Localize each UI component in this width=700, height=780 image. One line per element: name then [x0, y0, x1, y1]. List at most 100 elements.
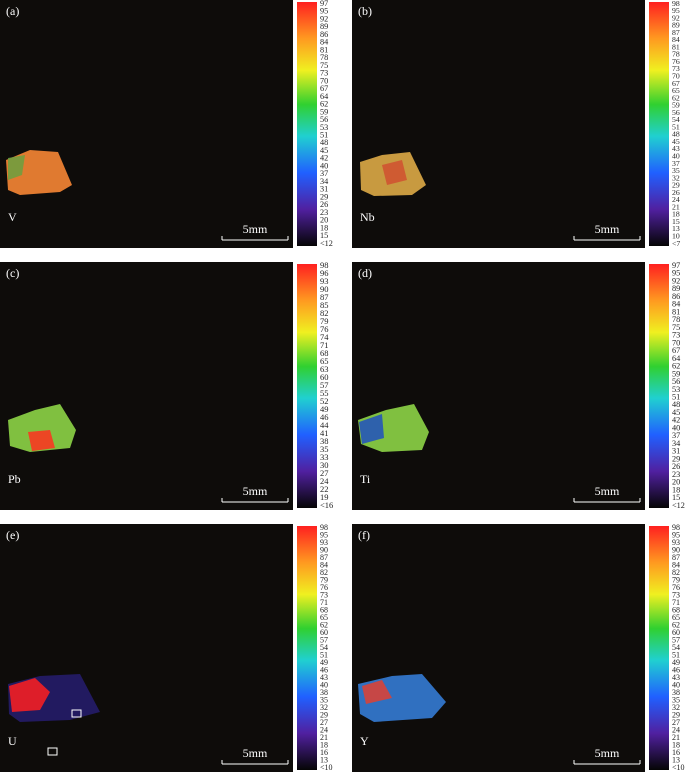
- colorbar: [297, 2, 317, 246]
- colorbar-label: 43: [672, 673, 680, 682]
- colorbar-label: 32: [672, 703, 680, 712]
- colorbar-label: 19: [320, 492, 329, 502]
- colorbar-label: <10: [672, 763, 685, 772]
- panel: (b) Nb 5mm 98959289878481787673706765625956…: [352, 0, 680, 248]
- map-background: [0, 0, 293, 248]
- scale-bar-label: 5mm: [595, 484, 620, 498]
- colorbar: [297, 264, 317, 508]
- colorbar-label: 54: [672, 115, 680, 124]
- colorbar-label: 65: [672, 613, 680, 622]
- colorbar-label: 18: [320, 740, 328, 749]
- colorbar-label: 40: [672, 423, 680, 432]
- colorbar-label: 92: [320, 14, 328, 23]
- colorbar-label: 82: [672, 568, 680, 577]
- colorbar-label: 24: [672, 725, 680, 734]
- colorbar-label: 29: [320, 192, 328, 201]
- scale-bar-label: 5mm: [595, 746, 620, 760]
- colorbar-label: 51: [320, 650, 328, 659]
- colorbar-label: 29: [672, 710, 680, 719]
- colorbar-label: 38: [320, 436, 329, 446]
- colorbar-label: 21: [672, 202, 680, 211]
- colorbar-label: 95: [320, 530, 328, 539]
- colorbar-label: 48: [672, 400, 680, 409]
- colorbar-label: 22: [320, 484, 329, 494]
- sample-region: [9, 678, 50, 712]
- colorbar-label: 89: [320, 22, 328, 31]
- colorbar-label: 46: [320, 665, 328, 674]
- colorbar-label: 65: [320, 613, 328, 622]
- colorbar-label: 87: [320, 553, 328, 562]
- colorbar-label: 93: [320, 276, 329, 286]
- colorbar-label: 35: [672, 166, 680, 175]
- colorbar-label: 87: [672, 553, 680, 562]
- colorbar-label: 73: [320, 590, 328, 599]
- colorbar-label: <7: [672, 239, 680, 248]
- colorbar-label: 95: [672, 269, 680, 278]
- colorbar-label: 81: [672, 42, 680, 51]
- colorbar-label: 65: [320, 356, 329, 366]
- colorbar-label: 79: [672, 575, 680, 584]
- colorbar-label: 84: [672, 560, 680, 569]
- colorbar-label: 70: [672, 72, 680, 81]
- scale-bar-label: 5mm: [243, 484, 268, 498]
- colorbar-label: 89: [672, 284, 680, 293]
- colorbar-label: 52: [320, 396, 329, 406]
- colorbar-label: 27: [672, 718, 680, 727]
- colorbar: [649, 2, 669, 246]
- colorbar-label: 24: [320, 476, 329, 486]
- colorbar: [649, 264, 669, 508]
- colorbar-label: 23: [672, 470, 680, 479]
- colorbar-label: 31: [672, 447, 680, 456]
- colorbar-label: 15: [320, 231, 328, 240]
- colorbar-label: 68: [672, 605, 680, 614]
- colorbar-label: 59: [672, 101, 680, 110]
- colorbar-label: 13: [320, 755, 328, 764]
- panel-label: (e): [6, 528, 19, 542]
- sample-region: [28, 430, 55, 451]
- colorbar-label: 13: [672, 755, 680, 764]
- colorbar-label: 55: [320, 388, 329, 398]
- colorbar-label: 26: [320, 200, 328, 209]
- colorbar-label: 78: [672, 50, 680, 59]
- colorbar-label: 62: [672, 93, 680, 102]
- colorbar-label: 18: [672, 740, 680, 749]
- colorbar-label: 87: [320, 292, 329, 302]
- map-background: [352, 524, 645, 772]
- colorbar-label: 75: [672, 323, 680, 332]
- colorbar-label: 15: [672, 493, 680, 502]
- colorbar-label: 79: [320, 575, 328, 584]
- colorbar-label: 45: [672, 408, 680, 417]
- colorbar-label: 33: [320, 452, 329, 462]
- colorbar-label: 49: [672, 658, 680, 667]
- colorbar-label: 54: [672, 643, 680, 652]
- colorbar-label: 93: [320, 538, 328, 547]
- colorbar-label: 27: [320, 468, 329, 478]
- colorbar-label: 42: [320, 154, 328, 163]
- colorbar-label: 34: [672, 439, 680, 448]
- colorbar-label: 85: [320, 300, 329, 310]
- element-label: Y: [360, 734, 369, 748]
- colorbar-label: 56: [672, 377, 680, 386]
- colorbar-label: 48: [320, 138, 328, 147]
- colorbar-label: 63: [320, 364, 329, 374]
- colorbar-label: 90: [320, 284, 329, 294]
- colorbar-label: 34: [320, 177, 328, 186]
- colorbar-label: 32: [672, 173, 680, 182]
- colorbar-label: 30: [320, 460, 329, 470]
- colorbar-label: 95: [320, 7, 328, 16]
- sample-region: [362, 680, 392, 704]
- colorbar-label: 64: [320, 92, 328, 101]
- colorbar-label: 67: [672, 79, 680, 88]
- colorbar-label: 46: [672, 665, 680, 674]
- colorbar-label: 49: [320, 658, 328, 667]
- colorbar: [297, 526, 317, 770]
- colorbar-label: 51: [320, 131, 328, 140]
- colorbar-label: 76: [672, 583, 680, 592]
- colorbar-label: 67: [320, 84, 328, 93]
- colorbar-label: 15: [672, 217, 680, 226]
- colorbar-label: 73: [672, 331, 680, 340]
- colorbar-label: 97: [320, 0, 328, 8]
- colorbar-label: 62: [672, 620, 680, 629]
- colorbar-label: 29: [320, 710, 328, 719]
